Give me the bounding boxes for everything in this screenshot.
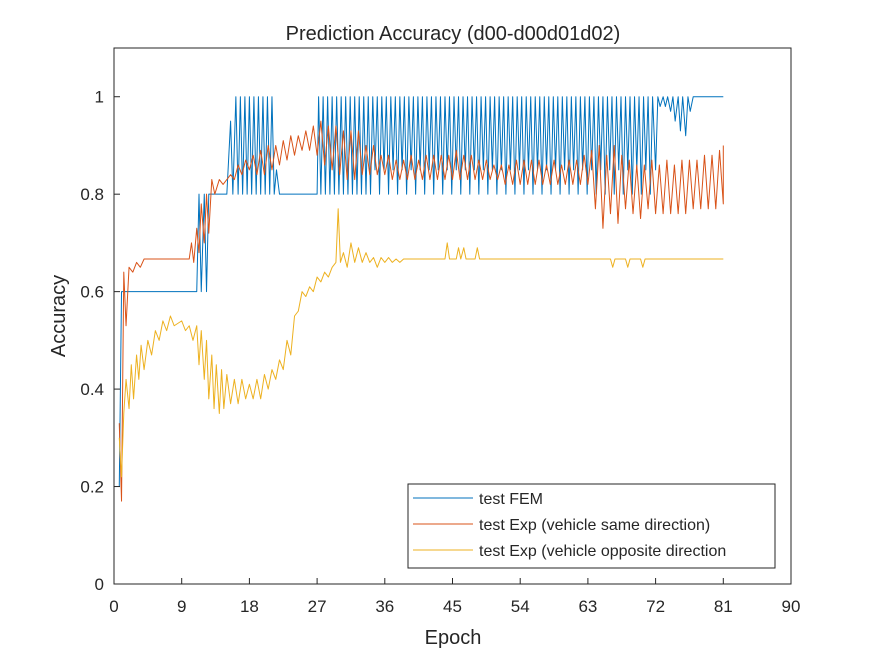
series-layer <box>118 96 724 502</box>
y-tick-label: 0.6 <box>80 283 104 302</box>
legend: test FEM test Exp (vehicle same direction… <box>407 483 776 569</box>
legend-entry: test Exp (vehicle opposite direction <box>479 543 726 560</box>
y-tick-label: 0.8 <box>80 185 104 204</box>
legend-entry: test Exp (vehicle same direction) <box>479 517 710 534</box>
x-tick-label: 81 <box>714 597 733 616</box>
legend-entry: test FEM <box>479 491 543 508</box>
x-tick-label: 54 <box>511 597 530 616</box>
y-tick-label: 1 <box>95 88 104 107</box>
x-tick-label: 36 <box>375 597 394 616</box>
series-line-1 <box>118 96 724 487</box>
chart-title: Prediction Accuracy (d00-d00d01d02) <box>286 23 621 45</box>
x-tick-label: 18 <box>240 597 259 616</box>
series-line-2 <box>118 120 724 502</box>
tick-layer: 0 9 18 27 36 45 54 63 72 81 90 0 0.2 0.4 0.6 0.8 1 <box>80 88 800 616</box>
x-axis-label: Epoch <box>425 627 482 649</box>
x-tick-label: 72 <box>646 597 665 616</box>
y-tick-label: 0.4 <box>80 380 104 399</box>
series-line-3 <box>118 208 724 478</box>
x-tick-label: 27 <box>308 597 327 616</box>
x-tick-label: 90 <box>782 597 801 616</box>
y-tick-label: 0.2 <box>80 478 104 497</box>
x-tick-label: 63 <box>578 597 597 616</box>
y-tick-label: 0 <box>95 575 104 594</box>
y-axis-label: Accuracy <box>48 275 70 357</box>
x-tick-label: 9 <box>177 597 186 616</box>
x-tick-label: 0 <box>109 597 118 616</box>
x-tick-label: 45 <box>443 597 462 616</box>
